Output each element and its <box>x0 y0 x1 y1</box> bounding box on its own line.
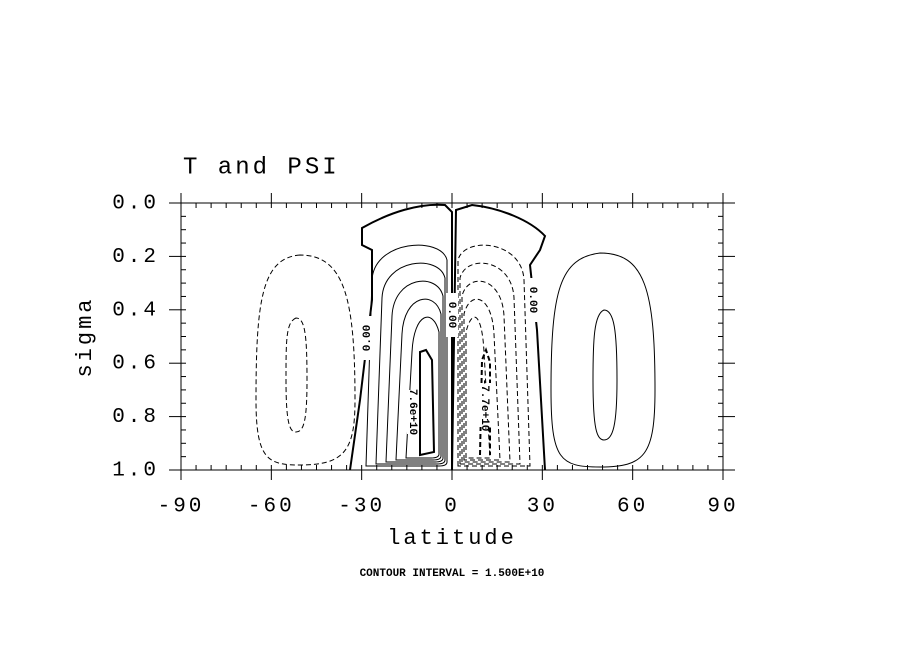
contour-line <box>463 298 501 461</box>
contour-line <box>479 347 491 456</box>
contour-line <box>550 252 656 468</box>
contour-line <box>375 262 446 465</box>
x-tick-label: -60 <box>248 496 295 519</box>
label-bg <box>527 278 539 322</box>
contour-label: 7.6e+10 <box>406 389 418 435</box>
contour-label: -7.7e+10 <box>478 379 490 432</box>
y-tick-label: 0.8 <box>112 406 159 429</box>
contour-line <box>461 280 511 463</box>
contour-line <box>592 309 618 441</box>
label-bg <box>361 316 373 360</box>
x-tick-label: 0 <box>444 496 460 519</box>
label-bg <box>407 390 419 434</box>
contour-line <box>419 348 436 457</box>
x-tick-label: 90 <box>707 496 738 519</box>
contour-label: 0.00 <box>445 302 457 328</box>
contour-line <box>457 244 531 467</box>
contour-label: 0.00 <box>526 287 538 313</box>
x-axis-label: latitude <box>387 526 517 551</box>
y-tick-label: 0.2 <box>112 246 159 269</box>
y-tick-label: 0.6 <box>112 353 159 376</box>
contour-line <box>285 317 308 433</box>
contour-line <box>451 203 547 471</box>
x-tick-label: -30 <box>338 496 385 519</box>
y-axis-label: sigma <box>73 296 98 377</box>
x-tick-label: -90 <box>158 496 205 519</box>
x-tick-label: 60 <box>617 496 648 519</box>
y-tick-label: 1.0 <box>112 460 159 483</box>
contour-line <box>465 316 491 459</box>
contour-line <box>349 203 453 471</box>
contour-line <box>385 280 444 463</box>
contour-line <box>405 316 440 459</box>
footnote: CONTOUR INTERVAL = 1.500E+10 <box>360 568 545 580</box>
label-bg <box>446 293 458 337</box>
label-bg <box>479 383 491 427</box>
y-tick-label: 0.0 <box>112 193 159 216</box>
contour-line <box>395 298 442 461</box>
contour-label: 0.00 <box>362 325 374 351</box>
contour-line <box>365 244 448 467</box>
x-tick-label: 30 <box>527 496 558 519</box>
y-tick-label: 0.4 <box>112 299 159 322</box>
contour-line <box>255 254 356 466</box>
contours <box>255 203 656 471</box>
chart-title: T and PSI <box>183 154 340 181</box>
contour-line <box>459 262 521 465</box>
